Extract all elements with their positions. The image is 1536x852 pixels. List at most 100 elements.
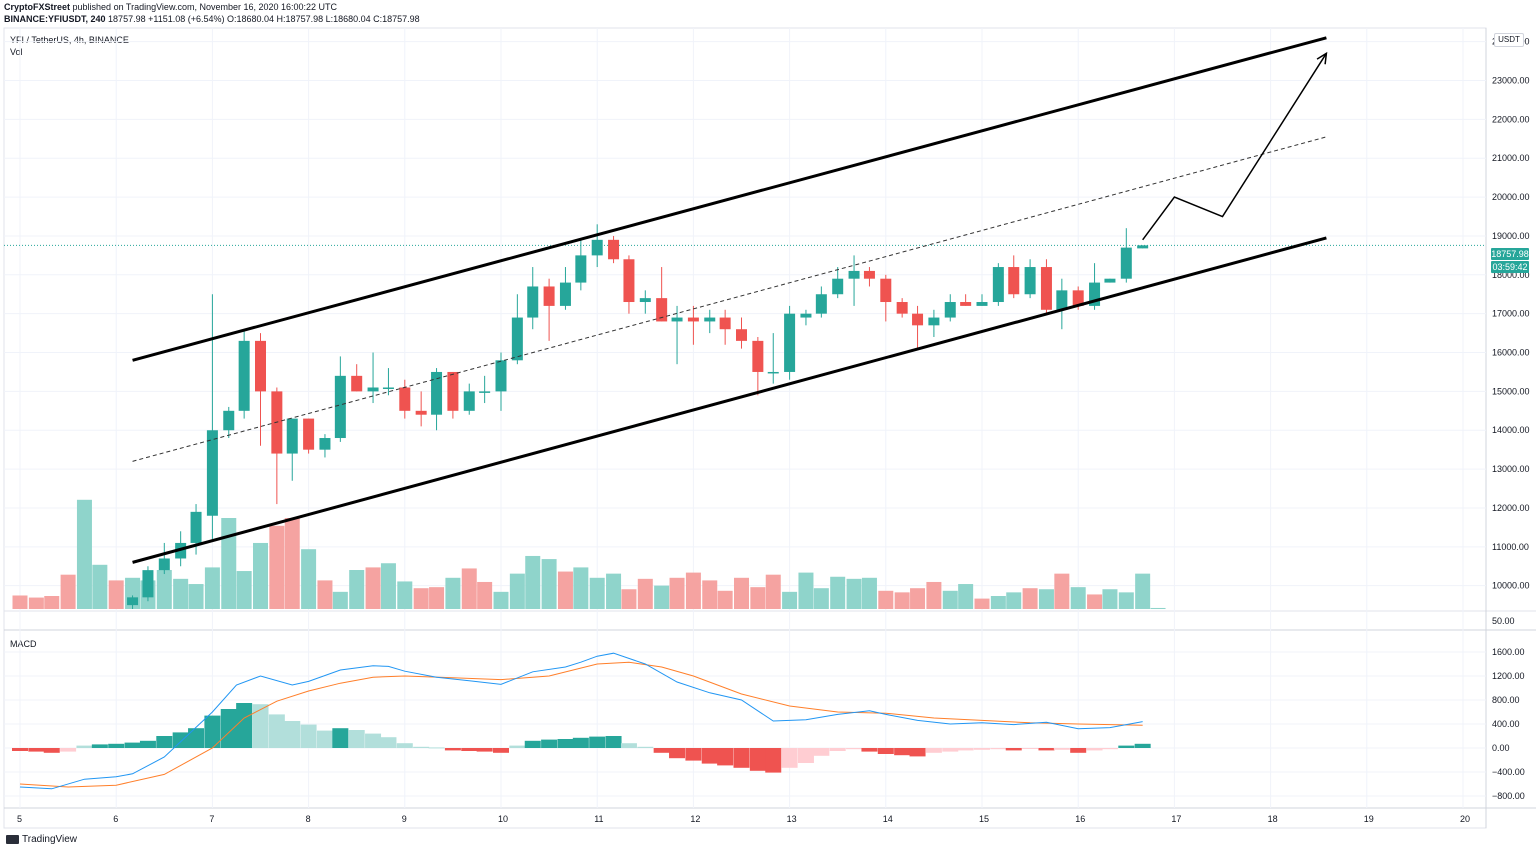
price-tick-label: 16000.00	[1492, 348, 1530, 358]
candle-body	[608, 239, 620, 260]
time-tick-label: 6	[113, 814, 118, 824]
macd-histogram-bar	[957, 748, 974, 751]
price-tick-label: 11000.00	[1492, 542, 1529, 552]
macd-histogram-bar	[653, 748, 670, 753]
macd-histogram-bar	[493, 748, 509, 753]
tradingview-logo[interactable]: TradingView	[6, 834, 77, 845]
candle-body	[815, 294, 827, 314]
candle-body	[463, 391, 475, 411]
macd-histogram-bar	[365, 733, 382, 748]
macd-tick-label: 1200.00	[1492, 671, 1525, 681]
macd-histogram-bar	[877, 748, 894, 754]
volume-bar	[589, 577, 605, 609]
candle-body	[992, 267, 1004, 303]
volume-bar	[1150, 607, 1166, 609]
candle-body	[527, 286, 539, 318]
price-change: +1151.08 (+6.54%)	[148, 14, 225, 24]
volume-legend[interactable]: Vol	[10, 47, 23, 57]
volume-bar	[846, 578, 862, 609]
volume-bar	[156, 570, 172, 609]
volume-bar	[44, 596, 60, 609]
macd-histogram-bar	[701, 748, 718, 764]
time-tick-label: 12	[690, 814, 700, 824]
volume-bar	[878, 590, 894, 609]
volume-bar	[108, 580, 124, 609]
volume-bar	[717, 590, 733, 609]
macd-legend[interactable]: MACD	[10, 639, 37, 649]
macd-histogram-bar	[204, 715, 221, 748]
volume-bar	[606, 573, 622, 609]
macd-histogram-bar	[1134, 743, 1151, 748]
volume-bar	[413, 588, 429, 609]
macd-histogram-bar	[846, 748, 863, 750]
candle-body	[944, 302, 956, 318]
last-price: 18757.98	[108, 14, 146, 24]
candle-body	[1089, 282, 1101, 306]
volume-bar	[798, 572, 814, 609]
candle-body	[591, 239, 603, 256]
macd-histogram-bar	[717, 748, 734, 766]
macd-histogram-bar	[620, 743, 637, 748]
candle-body	[848, 270, 860, 279]
volume-bar	[1118, 592, 1134, 609]
macd-histogram-bar	[156, 736, 173, 748]
macd-histogram-bar	[1022, 748, 1039, 749]
volume-bar	[269, 525, 285, 609]
volume-bar	[1022, 588, 1038, 609]
macd-histogram-bar	[1086, 748, 1103, 751]
candle-body	[687, 317, 699, 322]
macd-histogram-bar	[316, 730, 333, 748]
candle-body	[303, 418, 315, 450]
macd-histogram-bar	[557, 739, 574, 748]
price-tick-label: 19000.00	[1492, 231, 1530, 241]
published-info: published on TradingView.com, November 1…	[72, 2, 338, 12]
volume-bar	[493, 591, 509, 609]
candle-body	[767, 371, 779, 374]
currency-label[interactable]: USDT	[1494, 33, 1524, 47]
macd-histogram-bar	[813, 748, 830, 756]
candle-body	[190, 511, 202, 543]
volume-bar	[1070, 587, 1086, 609]
volume-bar	[236, 571, 252, 609]
candle-body	[415, 410, 427, 415]
volume-bar	[253, 542, 268, 609]
macd-histogram-bar	[829, 748, 846, 751]
signal-line	[19, 661, 1143, 788]
macd-tick-label: 400.00	[1492, 719, 1520, 729]
volume-bar	[509, 573, 525, 609]
macd-histogram-bar	[524, 740, 541, 748]
candle-body	[127, 597, 139, 606]
macd-histogram-bar	[1070, 748, 1087, 753]
candle-body	[351, 375, 363, 392]
time-tick-label: 19	[1364, 814, 1374, 824]
candle-body	[832, 278, 844, 295]
macd-histogram-bar	[284, 721, 301, 748]
volume-bar	[702, 580, 718, 609]
pair-legend[interactable]: YFI / TetherUS, 4h, BINANCE	[10, 35, 129, 45]
macd-histogram-bar	[188, 728, 205, 748]
channel-mid-line	[132, 136, 1327, 462]
publish-line: CryptoFXStreet published on TradingView.…	[4, 2, 337, 13]
time-tick-label: 10	[498, 814, 508, 824]
volume-bar	[1102, 589, 1118, 609]
candle-body	[912, 313, 924, 326]
macd-histogram-bar	[1118, 745, 1135, 748]
volume-bar	[782, 591, 798, 609]
tradingview-brand: TradingView	[22, 834, 78, 845]
volume-bar	[301, 549, 317, 609]
price-tick-label: 21000.00	[1492, 153, 1530, 163]
volume-bar	[1054, 573, 1070, 609]
volume-bar	[429, 587, 445, 609]
time-tick-label: 11	[594, 814, 603, 824]
macd-histogram-bar	[236, 703, 253, 748]
projection-path	[1142, 52, 1328, 241]
candle-body	[719, 317, 731, 330]
candle-body	[223, 410, 235, 431]
macd-histogram-bar	[476, 748, 493, 752]
macd-histogram-bar	[1005, 748, 1022, 751]
macd-histogram-bar	[685, 748, 702, 761]
volume-bar	[221, 518, 237, 609]
volume-bar	[958, 584, 974, 609]
ohlc-values: O:18680.04 H:18757.98 L:18680.04 C:18757…	[227, 14, 420, 24]
